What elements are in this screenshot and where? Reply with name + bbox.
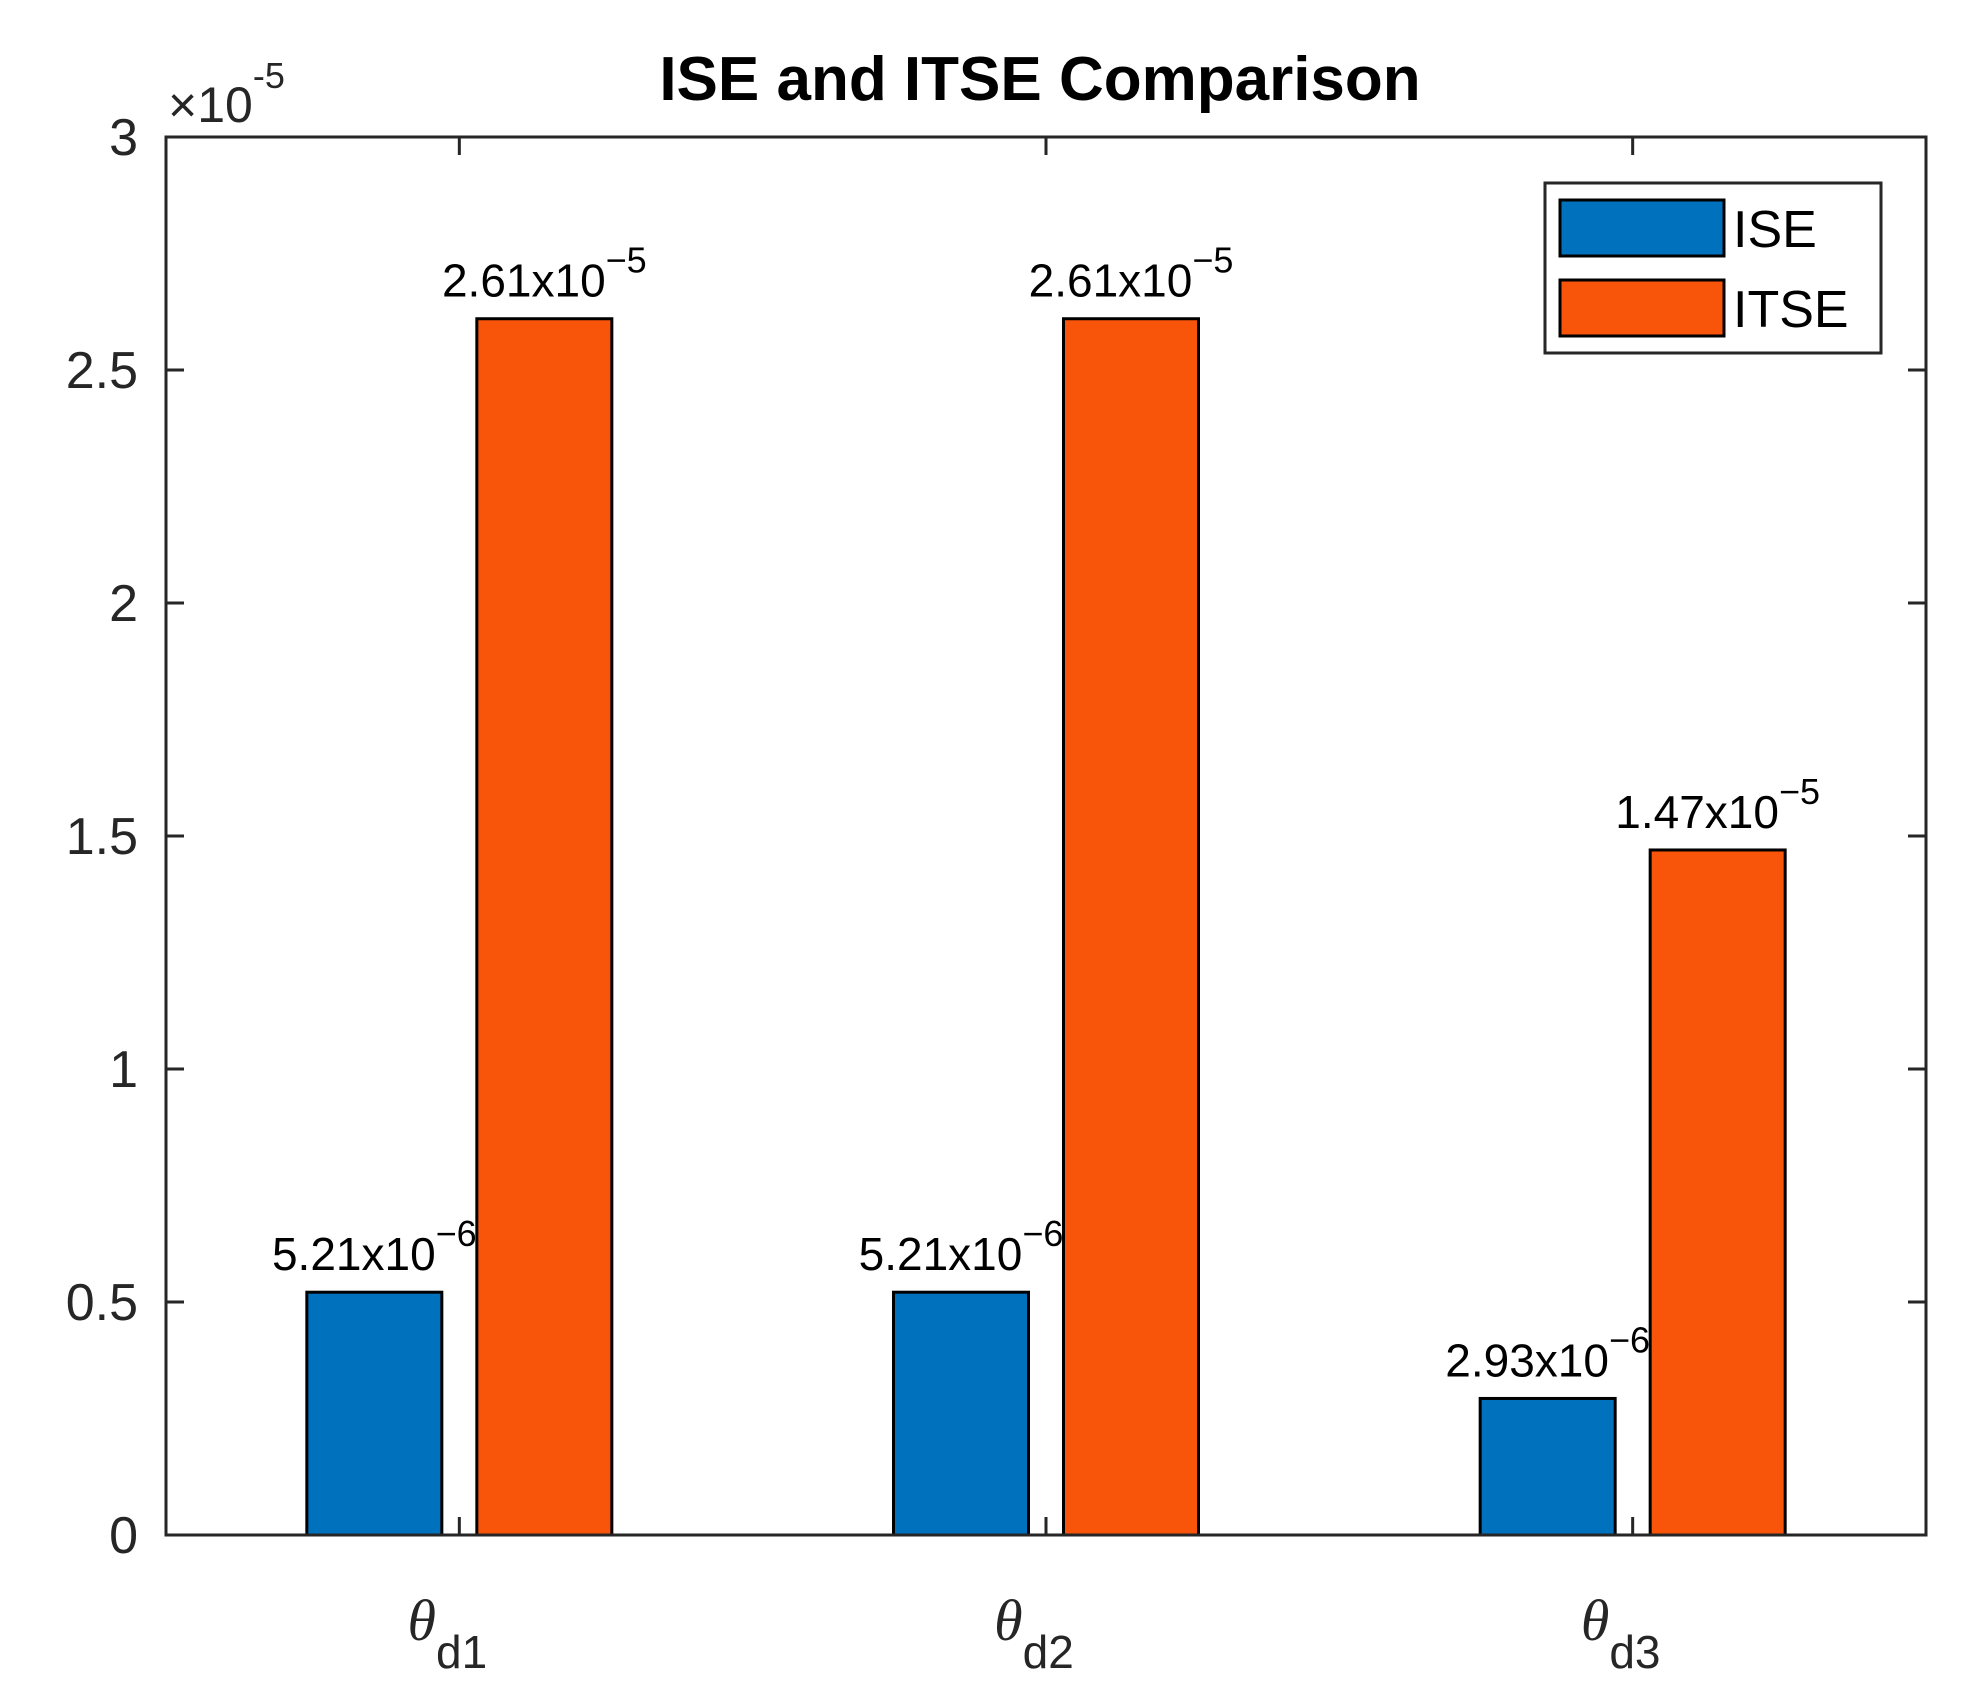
y-tick-label: 0 xyxy=(109,1507,138,1565)
y-exponent-power: -5 xyxy=(253,55,285,96)
bar-itse xyxy=(1648,848,1787,1537)
bar-value-mantissa: 2.61x10 xyxy=(1029,255,1193,307)
x-category-subscript: d3 xyxy=(1609,1626,1660,1678)
x-category-symbol: θ xyxy=(994,1588,1023,1653)
bar-value-label: 5.21x10−6 xyxy=(272,1213,477,1280)
y-axis: 0 0.5 1 1.5 2 2.5 3 xyxy=(66,109,1926,1565)
bar-ise xyxy=(305,1290,444,1537)
x-category-symbol: θ xyxy=(407,1588,436,1653)
y-tick-label: 3 xyxy=(109,109,138,167)
bar-value-exponent: −5 xyxy=(1192,240,1233,281)
y-exponent-base: ×10 xyxy=(168,77,253,133)
bar-value-exponent: −6 xyxy=(436,1213,477,1254)
x-category-subscript: d1 xyxy=(436,1626,487,1678)
bar-itse xyxy=(475,317,614,1537)
x-axis: θd1 θd2 θd3 xyxy=(407,137,1661,1678)
bars-layer xyxy=(305,317,1787,1537)
bar-value-mantissa: 5.21x10 xyxy=(272,1228,436,1280)
legend-label-itse: ITSE xyxy=(1733,281,1849,339)
legend: ISE ITSE xyxy=(1543,181,1883,355)
bar-value-exponent: −6 xyxy=(1609,1319,1650,1360)
y-tick-label: 0.5 xyxy=(66,1274,138,1332)
x-category-label: θd1 xyxy=(407,1588,487,1678)
bar-value-exponent: −6 xyxy=(1022,1213,1063,1254)
y-axis-exponent: ×10-5 xyxy=(168,55,285,133)
bar-value-mantissa: 2.93x10 xyxy=(1445,1334,1609,1386)
bar-labels-layer: 5.21x10−6 5.21x10−62.93x10−62.61x10−5 2.61… xyxy=(272,240,1820,1387)
bar-value-exponent: −5 xyxy=(606,240,647,281)
bar-value-mantissa: 2.61x10 xyxy=(442,255,606,307)
bar-itse xyxy=(1062,317,1200,1537)
chart-title: ISE and ITSE Comparison xyxy=(659,45,1420,114)
legend-label-ise: ISE xyxy=(1733,201,1817,259)
x-category-label: θd3 xyxy=(1581,1588,1661,1678)
bar-ise xyxy=(1478,1396,1617,1537)
bar-value-label: 2.61x10−5 xyxy=(1029,240,1234,307)
x-category-symbol: θ xyxy=(1581,1588,1610,1653)
x-category-label: θd2 xyxy=(994,1588,1074,1678)
y-tick-label: 1.5 xyxy=(66,808,138,866)
x-category-subscript: d2 xyxy=(1023,1626,1074,1678)
svg-text:×10-5: ×10-5 xyxy=(168,55,285,133)
y-tick-label: 1 xyxy=(109,1041,138,1099)
bar-value-label: 2.93x10−6 xyxy=(1445,1319,1650,1386)
bar-value-mantissa: 5.21x10 xyxy=(859,1228,1023,1280)
y-tick-label: 2 xyxy=(109,575,138,633)
bar-value-label: 5.21x10−6 xyxy=(859,1213,1064,1280)
bar-value-exponent: −5 xyxy=(1779,771,1820,812)
bar-value-label: 2.61x10−5 xyxy=(442,240,647,307)
bar-ise xyxy=(892,1290,1030,1537)
legend-swatch-itse xyxy=(1558,278,1726,338)
y-tick-label: 2.5 xyxy=(66,342,138,400)
bar-value-mantissa: 1.47x10 xyxy=(1615,786,1779,838)
bar-value-label: 1.47x10−5 xyxy=(1615,771,1820,838)
legend-swatch-ise xyxy=(1558,198,1726,258)
